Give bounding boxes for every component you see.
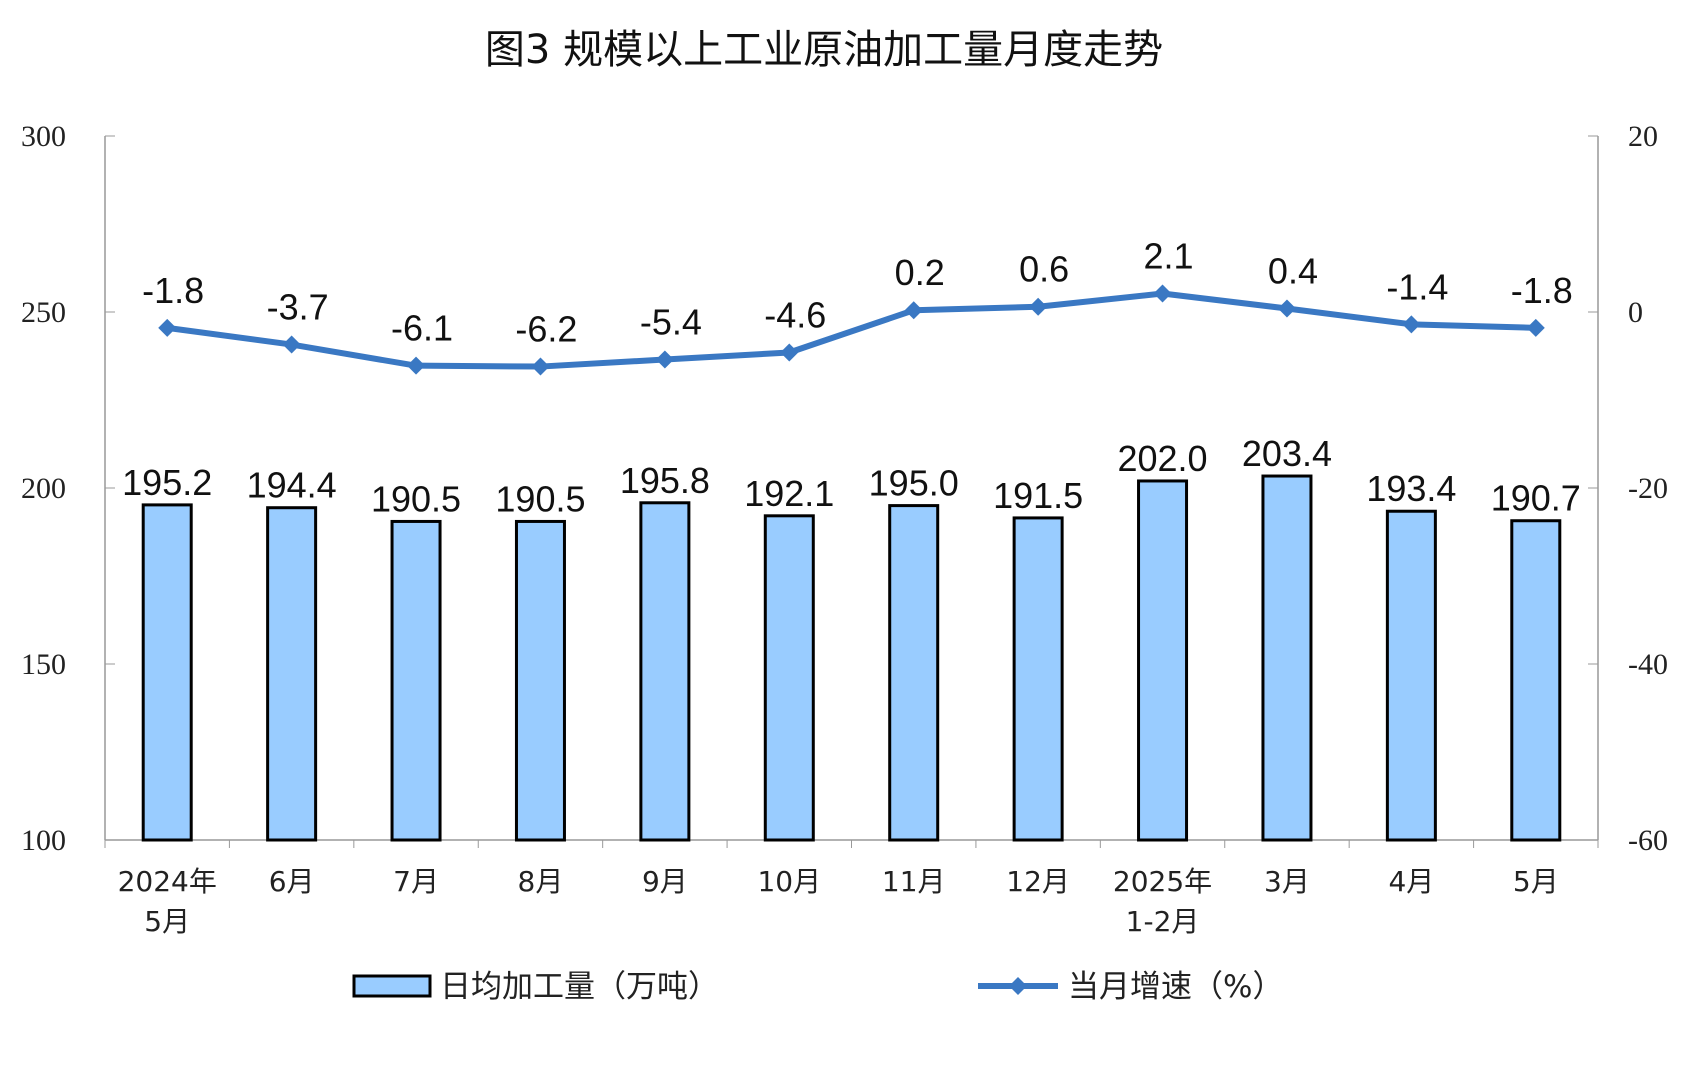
x-tick-label: 1-2月 <box>1126 905 1200 938</box>
x-tick-label: 2024年 <box>118 865 217 898</box>
bar-data-label: 190.7 <box>1491 478 1581 519</box>
x-tick-label: 11月 <box>882 865 946 898</box>
right-tick-label: -40 <box>1628 648 1668 681</box>
bar <box>1137 479 1189 842</box>
x-tick-label: 8月 <box>518 865 564 898</box>
line-marker <box>780 343 799 362</box>
line-data-label: -4.6 <box>764 294 826 335</box>
bar-data-label: 190.5 <box>371 478 461 519</box>
x-tick-label: 9月 <box>642 865 688 898</box>
x-tick-label: 5月 <box>144 905 190 938</box>
left-tick-label: 100 <box>21 824 66 857</box>
bar <box>514 519 566 842</box>
x-tick-label: 2025年 <box>1113 865 1212 898</box>
line-marker <box>1029 297 1048 316</box>
bar <box>390 519 442 842</box>
bar <box>141 503 193 842</box>
line-data-label: -1.4 <box>1386 266 1448 307</box>
x-tick-label: 10月 <box>757 865 821 898</box>
line-marker <box>531 357 550 376</box>
chart-title: 图3 规模以上工业原油加工量月度走势 <box>485 27 1163 73</box>
left-tick-label: 150 <box>21 648 66 681</box>
line-marker <box>1277 299 1296 318</box>
line-data-label: -1.8 <box>142 270 204 311</box>
bar-data-label: 192.1 <box>744 473 834 514</box>
line-marker <box>1526 318 1545 337</box>
line-marker <box>407 356 426 375</box>
bar-data-label: 195.2 <box>122 462 212 503</box>
bar <box>1012 516 1064 842</box>
line-data-label: 0.6 <box>1019 249 1069 290</box>
x-tick-label: 6月 <box>269 865 315 898</box>
left-tick-label: 250 <box>21 296 66 329</box>
right-tick-label: 0 <box>1628 296 1643 329</box>
axes: 100 150 200 250 300 -60 -40 -20 0 20 2024年 5月 6月 7月 8月… <box>21 120 1668 938</box>
legend-line-label: 当月增速（%） <box>1068 969 1283 1005</box>
bar-data-label: 195.8 <box>620 460 710 501</box>
line-data-label: 2.1 <box>1144 236 1194 277</box>
bar <box>639 501 691 842</box>
line-marker <box>282 335 301 354</box>
line-data-label: -6.1 <box>391 308 453 349</box>
line-data-label: -3.7 <box>267 287 329 328</box>
bar <box>1510 519 1562 842</box>
bar-data-label: 190.5 <box>495 478 585 519</box>
line-data-label: -5.4 <box>640 302 702 343</box>
right-tick-label: -20 <box>1628 472 1668 505</box>
bar-data-label: 195.0 <box>869 463 959 504</box>
line-path <box>166 290 1536 370</box>
line-data-label: 0.2 <box>895 252 945 293</box>
bar <box>763 514 815 842</box>
bar-data-label: 191.5 <box>993 475 1083 516</box>
line-marker <box>655 350 674 369</box>
x-tick-label: 3月 <box>1264 865 1310 898</box>
bar-data-label: 203.4 <box>1242 433 1332 474</box>
legend-bar-swatch <box>352 974 432 998</box>
right-tick-label: 20 <box>1628 120 1658 153</box>
growth-line: -1.8 -3.7 -6.1 -6.2 -5.4 -4.6 0.2 0.6 2.1 0.4 -1.4… <box>142 236 1573 376</box>
line-data-label: -1.8 <box>1511 270 1573 311</box>
right-tick-label: -60 <box>1628 824 1668 857</box>
bar-data-label: 202.0 <box>1117 438 1207 479</box>
legend-line-marker <box>1009 977 1027 995</box>
legend: 日均加工量（万吨） 当月增速（%） <box>352 969 1283 1005</box>
bar <box>888 504 940 842</box>
line-marker <box>158 318 177 337</box>
x-tick-label: 7月 <box>393 865 439 898</box>
left-tick-label: 200 <box>21 472 66 505</box>
left-tick-label: 300 <box>21 120 66 153</box>
line-marker <box>904 301 923 320</box>
x-tick-label: 12月 <box>1006 865 1070 898</box>
line-marker <box>1153 284 1172 303</box>
line-marker <box>1402 315 1421 334</box>
x-tick-label: 5月 <box>1513 865 1559 898</box>
bar-data-label: 193.4 <box>1366 468 1456 509</box>
legend-bar-label: 日均加工量（万吨） <box>440 969 719 1005</box>
line-data-label: 0.4 <box>1268 250 1318 291</box>
bar <box>1261 474 1313 842</box>
x-tick-label: 4月 <box>1388 865 1434 898</box>
bars: 195.2 194.4 190.5 190.5 195.8 192.1 195.0 191.5… <box>122 433 1581 842</box>
bar <box>266 506 318 842</box>
line-data-label: -6.2 <box>515 309 577 350</box>
bar <box>1385 509 1437 842</box>
bar-data-label: 194.4 <box>247 465 337 506</box>
